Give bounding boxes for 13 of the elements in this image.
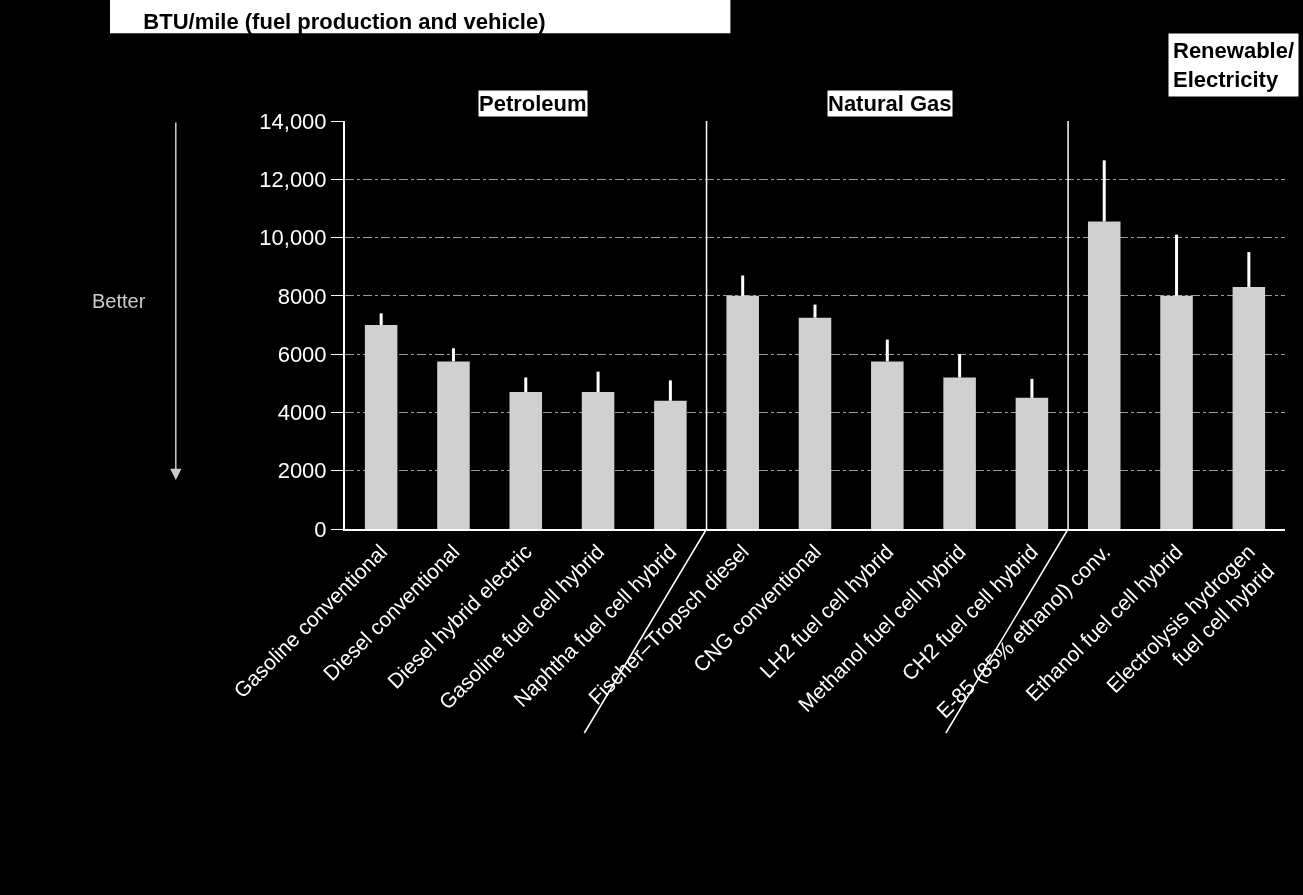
text: Renewable/ Electricity: [1173, 38, 1295, 92]
y-tick-label: 2000: [277, 458, 327, 484]
y-tick-label: 14,000: [259, 108, 327, 134]
y-tick-label: 6000: [277, 341, 327, 367]
y-tick-label: 12,000: [259, 166, 327, 192]
y-tick-label: 0: [314, 516, 327, 542]
text: Petroleum: [479, 91, 587, 116]
chart-title: BTU/mile (fuel production and vehicle): [143, 8, 546, 34]
text: Better: [92, 290, 146, 312]
text: Natural Gas: [828, 91, 952, 116]
y-tick-label: 10,000: [259, 225, 327, 251]
y-tick-label: 8000: [277, 283, 327, 309]
y-tick-label: 4000: [277, 400, 327, 426]
